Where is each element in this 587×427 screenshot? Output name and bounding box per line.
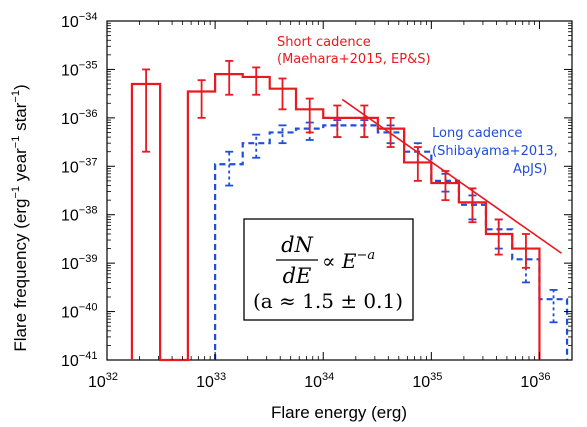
error-bar-7 (360, 104, 369, 139)
annotation-long-cadence: Long cadence (Shibayama+2013, ApJS) (432, 126, 558, 177)
annotation-long-line-1: Long cadence (432, 126, 522, 141)
x-axis-title: Flare energy (erg) (271, 403, 407, 422)
y-tick-label-7: 10−41 (61, 350, 97, 370)
annotation-short-line-2: (Maehara+2015, EP&S) (277, 52, 431, 67)
error-bar-10 (441, 170, 450, 202)
y-tick-label-6: 10−40 (61, 302, 97, 322)
annotation-long-line-2: (Shibayama+2013, (432, 144, 558, 159)
plot-frame (106, 20, 573, 361)
equation-box (243, 218, 414, 321)
series-short-cadence (130, 60, 541, 362)
y-tick-label-3: 10−37 (61, 156, 97, 176)
step-histogram (130, 73, 541, 362)
error-bar-3 (252, 66, 261, 96)
error-bar-1 (252, 133, 261, 159)
axes: 1032 1033 1034 1035 1036 10−34 10−35 10−36 10−37… (61, 11, 573, 391)
y-tick-label-0: 10−34 (61, 11, 97, 31)
x-tick-label-3: 1035 (412, 371, 442, 391)
x-tick-label-2: 1034 (304, 371, 334, 391)
error-bar-0 (225, 150, 234, 187)
annotation-short-line-1: Short cadence (277, 35, 371, 50)
error-bar-1 (197, 79, 206, 119)
error-bar-2 (278, 124, 287, 145)
equation-condition: (a ≈ 1.5 ± 0.1) (253, 289, 403, 313)
equation-denominator: dE (283, 264, 312, 288)
y-tick-label-5: 10−39 (61, 253, 97, 273)
error-bar-12 (494, 218, 503, 256)
plot-area (106, 20, 573, 361)
y-tick-label-4: 10−38 (61, 205, 97, 225)
equation-numerator: dN (281, 233, 313, 257)
annotation-long-line-3: ApJS) (513, 162, 547, 177)
series-layer (130, 60, 569, 362)
annotation-short-cadence: Short cadence (Maehara+2015, EP&S) (277, 35, 431, 67)
error-bar-5 (305, 97, 314, 134)
equation-relation: ∝ E−a (322, 248, 375, 273)
error-bar-12 (549, 289, 558, 324)
fit-layer (341, 98, 562, 254)
error-bar-6 (333, 104, 342, 139)
y-tick-label-1: 10−35 (61, 59, 97, 79)
error-bar-4 (278, 77, 287, 111)
x-tick-label-4: 1036 (520, 371, 550, 391)
y-tick-label-2: 10−36 (61, 108, 97, 128)
power-law-fit-line (341, 98, 562, 254)
error-bar-0 (142, 68, 151, 153)
y-axis-title: Flare frequency (erg−1 year−1 star−1) (10, 84, 30, 351)
x-tick-label-1: 1033 (196, 371, 226, 391)
error-bar-2 (225, 60, 234, 96)
error-bar-13 (521, 233, 530, 269)
power-law-equation: dN dE ∝ E−a (a ≈ 1.5 ± 0.1) (243, 218, 414, 321)
x-tick-label-0: 1032 (88, 371, 118, 391)
